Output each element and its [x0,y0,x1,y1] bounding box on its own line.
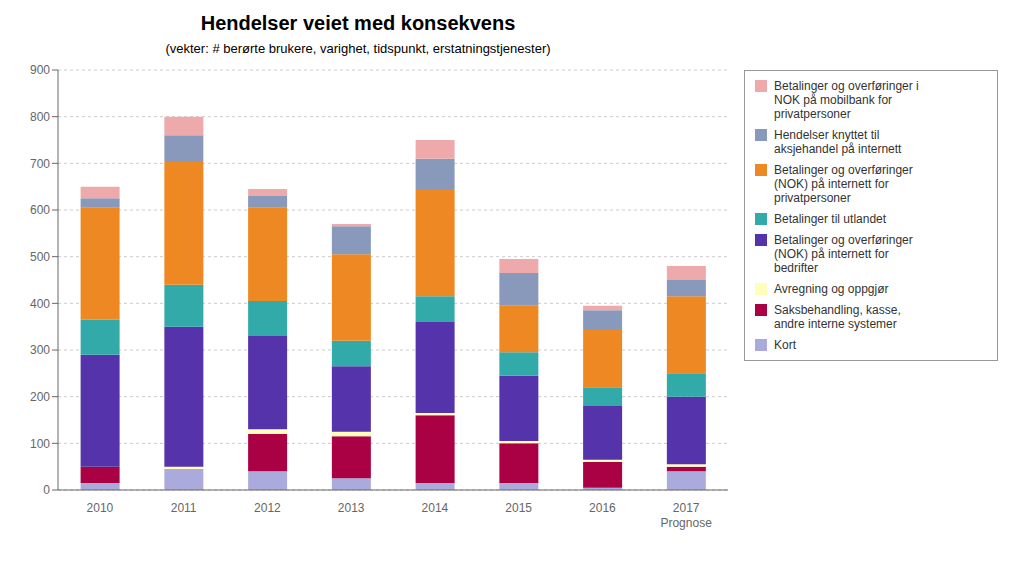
html-text:Hendelser veiet med konsekvens: Hendelser veiet med konsekvens [200,12,516,34]
svg-text:500: 500 [30,250,50,264]
html-text:Betalinger og overføringer (NO: Betalinger og overføringer (NOK) på inte… [774,163,913,205]
svg-text:100: 100 [30,437,50,451]
html-text:Kort: Kort [774,338,796,352]
svg-text:2015: 2015 [505,501,532,515]
html-text:(vekter: # berørte brukere, va: (vekter: # berørte brukere, varighet, ti… [165,41,551,56]
svg-text:400: 400 [30,297,50,311]
svg-text:900: 900 [30,63,50,77]
html-text:Betalinger til utlandet: Betalinger til utlandet [774,212,887,226]
svg-text:700: 700 [30,157,50,171]
html-text:Betalinger og overføringer i N: Betalinger og overføringer i NOK på mobi… [774,79,919,121]
svg-text:800: 800 [30,110,50,124]
html-text:Saksbehandling, kasse, andre i: Saksbehandling, kasse, andre interne sys… [774,303,901,331]
svg-text:300: 300 [30,343,50,357]
html-text:Hendelser knyttet til aksjehan: Hendelser knyttet til aksjehandel på int… [774,128,902,156]
svg-text:0: 0 [43,483,50,497]
html-text:Avregning og oppgjør: Avregning og oppgjør [774,282,889,296]
svg-text:2013: 2013 [338,501,365,515]
html-text:Betalinger og overføringer (NO: Betalinger og overføringer (NOK) på inte… [774,233,913,275]
svg-text:2012: 2012 [254,501,281,515]
svg-text:600: 600 [30,203,50,217]
svg-text:2017Prognose: 2017Prognose [660,501,712,530]
svg-text:2010: 2010 [87,501,114,515]
svg-text:2016: 2016 [589,501,616,515]
svg-text:2011: 2011 [171,501,197,515]
svg-text:2014: 2014 [422,501,449,515]
svg-text:200: 200 [30,390,50,404]
